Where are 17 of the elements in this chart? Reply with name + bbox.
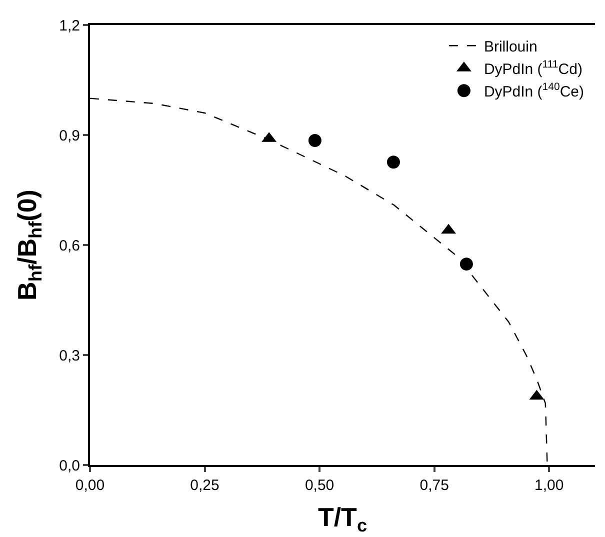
x-tick-label: 0,75 (420, 477, 449, 494)
point (308, 134, 322, 147)
point (460, 258, 473, 271)
x-axis-title: T/T$_{c}$ (318, 502, 368, 536)
legend-label: DyPdIn ($^{140}$Ce) (484, 81, 584, 100)
x-tick-label: 0,25 (190, 477, 220, 494)
y-tick-label: 0,3 (59, 347, 80, 364)
legend-label: Brillouin (484, 38, 538, 56)
x-tick-label: 0,50 (304, 477, 334, 494)
legend-label: DyPdIn ($^{111}$Cd) (484, 58, 582, 78)
x-tick-label: 0,00 (75, 477, 105, 494)
y-tick-label: 0,6 (59, 237, 80, 254)
y-tick-label: 0,9 (59, 127, 80, 144)
y-tick-label: 1,2 (59, 17, 80, 34)
y-tick-label: 0,0 (59, 457, 80, 474)
point (386, 156, 400, 169)
x-tick-label: 1,00 (534, 477, 564, 494)
